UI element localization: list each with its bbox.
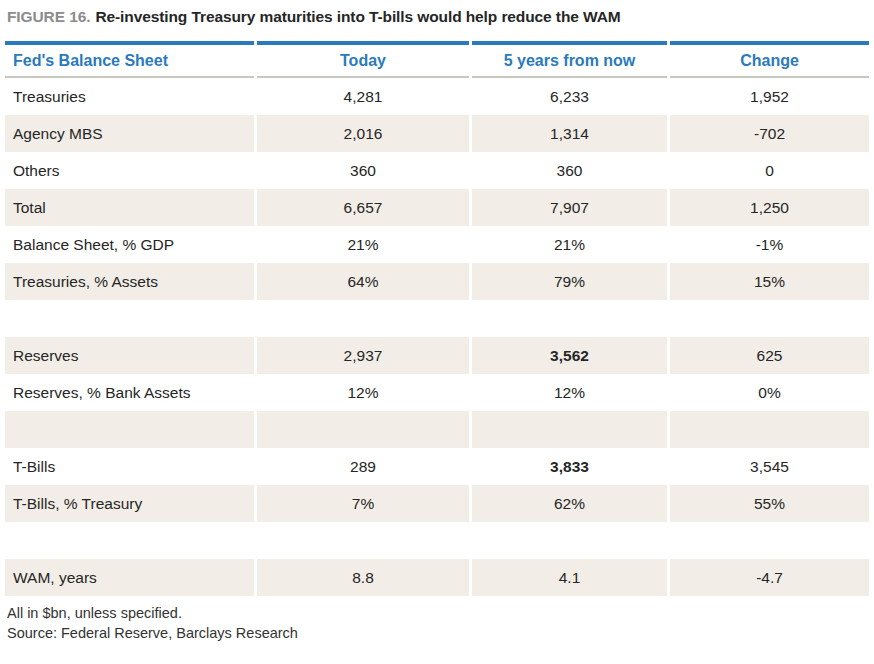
value-cell [257, 522, 469, 559]
value-cell: 79% [472, 263, 667, 300]
value-cell: -702 [670, 115, 869, 152]
value-cell: 0 [670, 152, 869, 189]
value-cell [472, 300, 667, 337]
row-label-cell [5, 522, 254, 559]
table-row: Treasuries4,2816,2331,952 [5, 78, 869, 115]
figure-number-label: FIGURE 16. [7, 8, 90, 25]
value-cell: 15% [670, 263, 869, 300]
value-cell: 2,016 [257, 115, 469, 152]
row-label-cell: Others [5, 152, 254, 189]
value-cell [472, 411, 667, 448]
value-cell: 6,657 [257, 189, 469, 226]
value-cell: 625 [670, 337, 869, 374]
value-cell [257, 411, 469, 448]
value-cell: 3,545 [670, 448, 869, 485]
figure-title: FIGURE 16. Re-investing Treasury maturiti… [2, 6, 872, 26]
value-cell: 360 [472, 152, 667, 189]
value-cell: -1% [670, 226, 869, 263]
value-cell: 3,833 [472, 448, 667, 485]
table-row: Reserves2,9373,562625 [5, 337, 869, 374]
row-label-cell [5, 411, 254, 448]
column-header-5-years: 5 years from now [472, 41, 667, 78]
table-row: T-Bills2893,8333,545 [5, 448, 869, 485]
row-label-cell: T-Bills [5, 448, 254, 485]
value-cell: 1,952 [670, 78, 869, 115]
footnote-source: Source: Federal Reserve, Barclays Resear… [7, 623, 872, 643]
value-cell: 4,281 [257, 78, 469, 115]
table-row: T-Bills, % Treasury7%62%55% [5, 485, 869, 522]
table-row: Total6,6577,9071,250 [5, 189, 869, 226]
footnotes: All in $bn, unless specified. Source: Fe… [2, 603, 872, 643]
value-cell [670, 300, 869, 337]
row-label-cell [5, 300, 254, 337]
table-row: WAM, years8.84.1-4.7 [5, 559, 869, 596]
value-cell: 21% [257, 226, 469, 263]
row-label-cell: T-Bills, % Treasury [5, 485, 254, 522]
value-cell: 2,937 [257, 337, 469, 374]
table-row: Balance Sheet, % GDP21%21%-1% [5, 226, 869, 263]
table-row: Treasuries, % Assets64%79%15% [5, 263, 869, 300]
table-row: Reserves, % Bank Assets12%12%0% [5, 374, 869, 411]
value-cell: 12% [257, 374, 469, 411]
table-header-row: Fed's Balance Sheet Today 5 years from n… [5, 41, 869, 78]
value-cell: 1,250 [670, 189, 869, 226]
figure-heading-text: Re-investing Treasury maturities into T-… [95, 8, 620, 25]
value-cell: 7,907 [472, 189, 667, 226]
row-label-cell: Total [5, 189, 254, 226]
spacer-row [5, 411, 869, 448]
value-cell: -4.7 [670, 559, 869, 596]
footnote-units: All in $bn, unless specified. [7, 603, 872, 623]
row-label-cell: Reserves, % Bank Assets [5, 374, 254, 411]
row-label-cell: WAM, years [5, 559, 254, 596]
value-cell: 21% [472, 226, 667, 263]
spacer-row [5, 522, 869, 559]
spacer-row [5, 300, 869, 337]
value-cell: 360 [257, 152, 469, 189]
table-body: Treasuries4,2816,2331,952Agency MBS2,016… [5, 78, 869, 596]
value-cell: 64% [257, 263, 469, 300]
value-cell: 4.1 [472, 559, 667, 596]
row-label-cell: Agency MBS [5, 115, 254, 152]
row-label-cell: Treasuries, % Assets [5, 263, 254, 300]
value-cell [670, 411, 869, 448]
row-label-cell: Treasuries [5, 78, 254, 115]
row-label-cell: Balance Sheet, % GDP [5, 226, 254, 263]
value-cell: 289 [257, 448, 469, 485]
balance-sheet-table: Fed's Balance Sheet Today 5 years from n… [2, 41, 872, 596]
value-cell: 6,233 [472, 78, 667, 115]
column-header-balance-sheet: Fed's Balance Sheet [5, 41, 254, 78]
figure-page: { "figure": { "label": "FIGURE 16.", "he… [0, 0, 874, 664]
column-header-change: Change [670, 41, 869, 78]
row-label-cell: Reserves [5, 337, 254, 374]
table-row: Others3603600 [5, 152, 869, 189]
value-cell: 12% [472, 374, 667, 411]
value-cell [670, 522, 869, 559]
value-cell [472, 522, 667, 559]
value-cell: 3,562 [472, 337, 667, 374]
table-row: Agency MBS2,0161,314-702 [5, 115, 869, 152]
value-cell: 7% [257, 485, 469, 522]
value-cell [257, 300, 469, 337]
value-cell: 8.8 [257, 559, 469, 596]
table-header: Fed's Balance Sheet Today 5 years from n… [5, 41, 869, 78]
value-cell: 1,314 [472, 115, 667, 152]
column-header-today: Today [257, 41, 469, 78]
value-cell: 62% [472, 485, 667, 522]
value-cell: 55% [670, 485, 869, 522]
value-cell: 0% [670, 374, 869, 411]
